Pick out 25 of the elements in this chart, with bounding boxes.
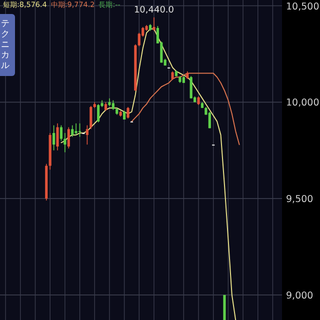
candlestick bbox=[74, 122, 78, 136]
candlestick bbox=[60, 124, 63, 142]
candlestick bbox=[52, 124, 56, 151]
candlestick bbox=[126, 106, 130, 119]
candlestick bbox=[190, 76, 192, 99]
candlestick bbox=[67, 126, 70, 149]
candlestick bbox=[97, 104, 100, 123]
y-tick-label: 10,500 bbox=[286, 1, 320, 12]
candlestick bbox=[112, 100, 114, 110]
candlestick bbox=[78, 122, 82, 138]
y-tick-label: 9,000 bbox=[286, 290, 314, 302]
y-tick-label: 10,000 bbox=[286, 98, 320, 109]
candlestick bbox=[64, 132, 66, 153]
line-series bbox=[131, 72, 240, 146]
annotation: テクニカル bbox=[1, 19, 10, 71]
candlestick bbox=[138, 32, 140, 47]
y-tick-label: 9,500 bbox=[286, 194, 314, 206]
candlestick bbox=[208, 111, 211, 129]
candlestick bbox=[71, 124, 74, 138]
candlestick bbox=[86, 124, 88, 145]
candlestick bbox=[56, 122, 59, 151]
candlestick bbox=[90, 106, 92, 130]
line-series bbox=[60, 28, 236, 320]
annotation: 10,440.0 bbox=[134, 5, 174, 16]
candlestick bbox=[152, 16, 156, 32]
